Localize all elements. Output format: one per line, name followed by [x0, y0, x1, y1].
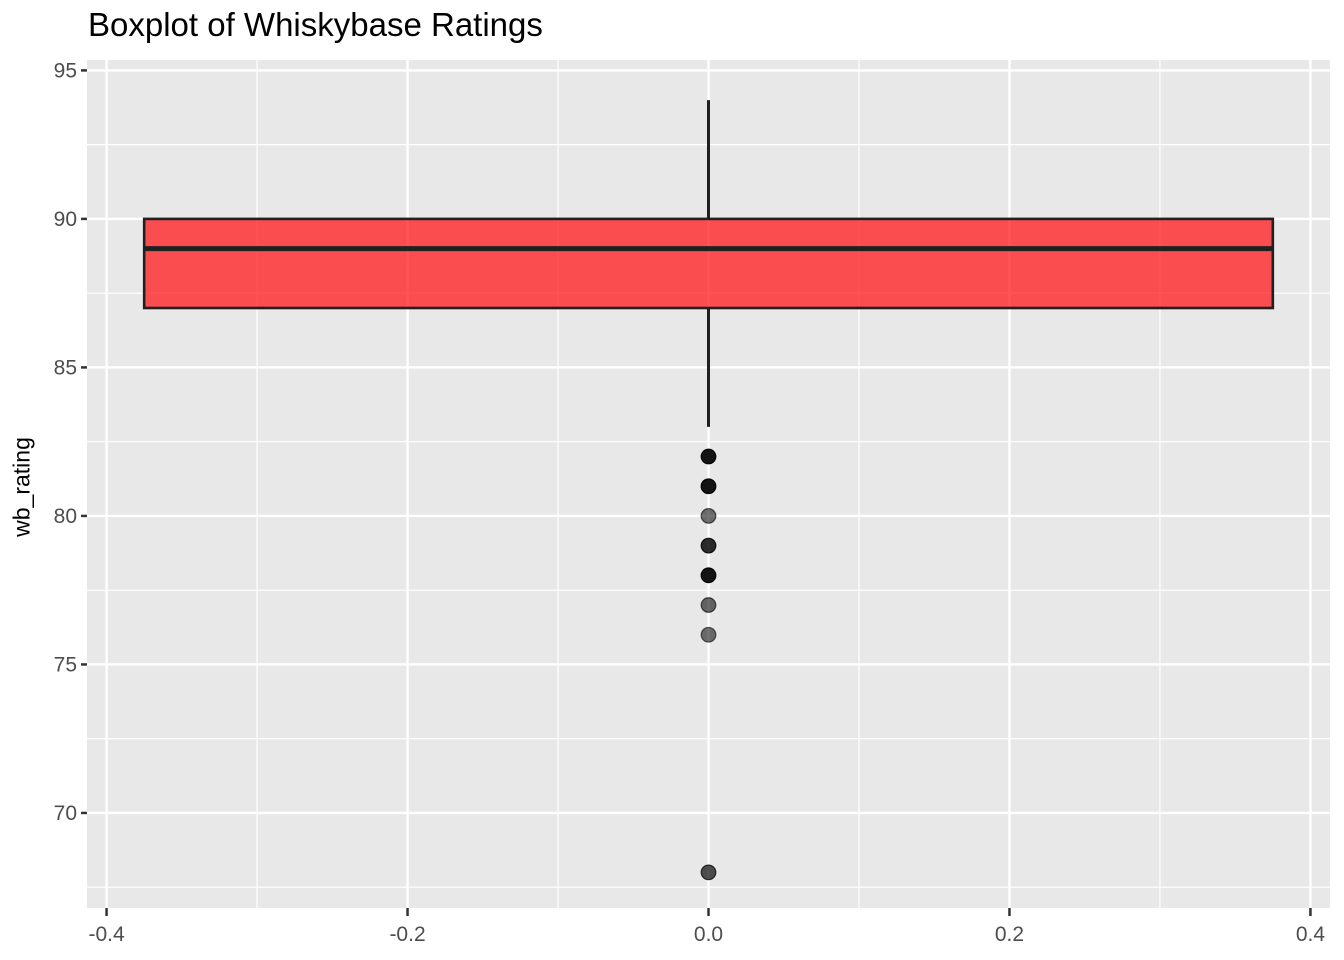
chart-title: Boxplot of Whiskybase Ratings	[88, 6, 543, 43]
y-tick-label: 70	[54, 802, 77, 825]
outlier-point	[700, 537, 717, 554]
outlier-point	[700, 508, 717, 524]
x-tick-label: 0.0	[694, 923, 723, 946]
x-tick-label: 0.2	[995, 923, 1024, 946]
x-tick-label: -0.4	[88, 923, 125, 946]
outlier-point	[700, 448, 717, 465]
outlier-point	[700, 626, 717, 643]
y-tick-label: 95	[54, 59, 77, 82]
outlier-point	[700, 478, 717, 495]
outlier-point	[700, 597, 717, 613]
y-tick-label: 90	[54, 208, 77, 231]
outlier-point	[700, 567, 717, 584]
x-tick-label: 0.4	[1296, 923, 1326, 946]
y-tick-label: 75	[54, 653, 77, 676]
x-tick-label: -0.2	[389, 923, 425, 946]
y-tick-label: 80	[54, 505, 77, 528]
y-tick-label: 85	[54, 356, 77, 379]
outlier-point	[700, 864, 717, 881]
box-iqr	[142, 217, 1275, 310]
